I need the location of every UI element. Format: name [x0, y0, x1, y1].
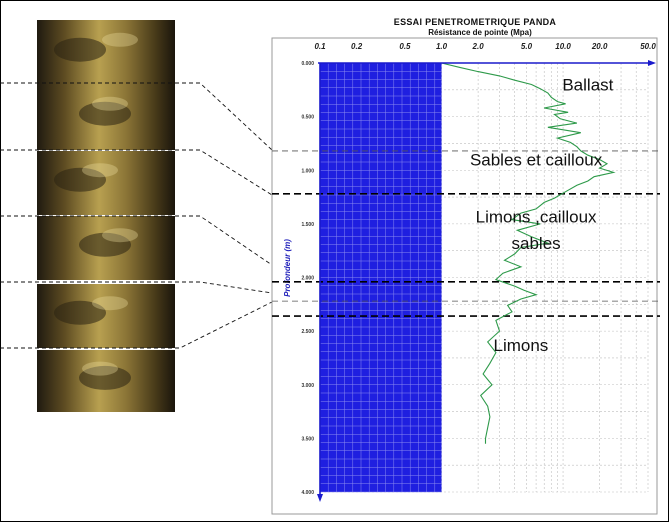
layer-label: Limons	[494, 336, 549, 355]
y-tick-label: 0.000	[301, 61, 314, 67]
chart-subtitle: Résistance de pointe (Mpa)	[428, 28, 532, 37]
y-tick-label: 3.500	[301, 436, 314, 442]
y-tick-label: 1.500	[301, 222, 314, 228]
photo-highlight	[92, 96, 128, 111]
connector-line	[0, 82, 273, 151]
x-axis-arrow	[648, 60, 656, 66]
photo-segment-3	[37, 151, 175, 215]
photo-connector-lines	[0, 82, 273, 349]
connector-line	[0, 149, 273, 196]
x-tick-label: 0.2	[351, 42, 363, 51]
y-tick-label: 0.500	[301, 115, 314, 121]
connector-line	[0, 215, 273, 266]
resistance-curve	[441, 62, 616, 444]
x-tick-label: 10.0	[555, 42, 571, 51]
x-tick-label: 2.0	[472, 42, 485, 51]
photo-segment-5	[37, 284, 175, 348]
layer-label: Ballast	[562, 75, 613, 94]
photo-highlight	[92, 296, 128, 311]
x-tick-label: 0.5	[399, 42, 411, 51]
x-axis-ticks: 0.1 0.2 0.5 1.0 2.0 5.0 10.0 20.0 50.0	[314, 42, 656, 51]
x-tick-label: 1.0	[436, 42, 448, 51]
x-tick-label: 5.0	[521, 42, 533, 51]
y-tick-label: 2.500	[301, 329, 314, 335]
y-tick-label: 4.000	[301, 490, 314, 496]
chart-grid	[319, 62, 649, 493]
photo-dark-patch	[79, 101, 131, 126]
photo-dark-patch	[79, 232, 131, 257]
photo-highlight	[82, 163, 118, 178]
borehole-photo-strip	[37, 20, 175, 412]
y-axis-ticks: 0.000 0.500 1.000 1.500 2.000 2.500 3.000 3.500…	[301, 61, 314, 496]
photo-segment-6	[37, 350, 175, 412]
y-axis-label: Profondeur (m)	[283, 239, 292, 297]
x-tick-label: 0.1	[314, 42, 326, 51]
chart-title: ESSAI PENETROMETRIQUE PANDA	[394, 17, 557, 27]
chart-border	[271, 37, 658, 515]
photo-dark-patch	[54, 37, 106, 62]
layer-label: Sables et cailloux	[470, 151, 603, 170]
x-tick-label: 50.0	[640, 42, 656, 51]
resistance-series-line	[441, 62, 616, 444]
connector-line	[0, 281, 273, 294]
y-tick-label: 2.000	[301, 276, 314, 282]
soil-layer-labels: Ballast Sables et cailloux Limons ,caillou…	[470, 75, 614, 355]
chart-axes	[317, 60, 656, 502]
layer-boundaries	[272, 150, 660, 317]
penetrometer-chart: ESSAI PENETROMETRIQUE PANDA Résistance d…	[271, 17, 660, 515]
photo-dark-patch	[54, 167, 106, 192]
layer-label: Limons ,cailloux	[476, 207, 597, 226]
photo-highlight	[102, 228, 138, 243]
photo-segment-1	[37, 20, 175, 86]
photo-dark-patch	[79, 365, 131, 390]
y-axis-arrow	[317, 494, 323, 502]
y-tick-label: 1.000	[301, 168, 314, 174]
connector-line	[0, 301, 273, 349]
photo-segment-4	[37, 216, 175, 280]
x-tick-label: 20.0	[591, 42, 608, 51]
y-tick-label: 3.000	[301, 383, 314, 389]
photo-dark-patch	[54, 300, 106, 325]
layer-label: sables	[512, 234, 561, 253]
photo-highlight	[82, 361, 118, 376]
photo-highlight	[102, 32, 138, 47]
photo-segment-2	[37, 84, 175, 150]
